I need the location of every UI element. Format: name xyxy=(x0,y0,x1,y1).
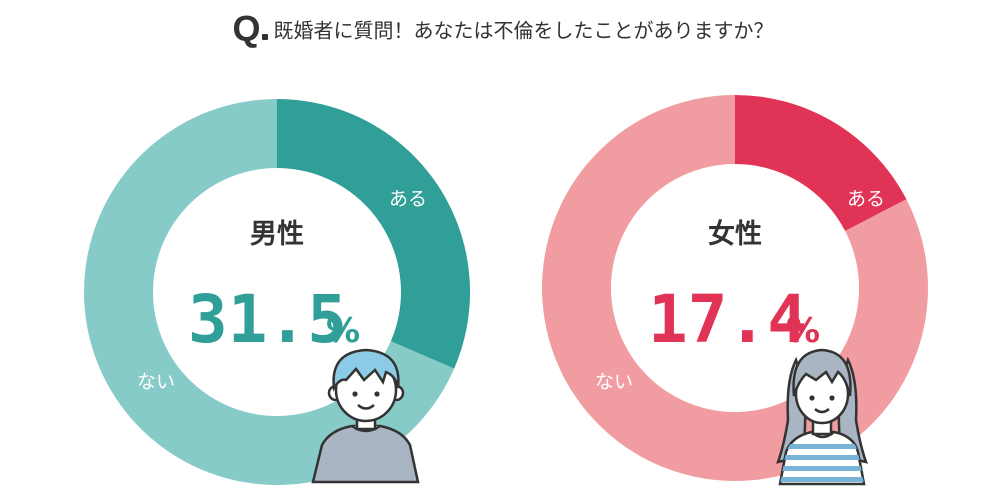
female-slice-yes xyxy=(735,95,907,232)
female-percent-sign: % xyxy=(786,311,820,351)
man-avatar-icon xyxy=(311,348,420,484)
female-chart: ある ない 女性 17.4 % xyxy=(542,95,928,486)
question-text: 既婚者に質問！あなたは不倫をしたことがありますか？ xyxy=(273,18,774,43)
female-percent-value: 17.4 xyxy=(648,281,807,358)
woman-avatar-icon xyxy=(776,348,868,486)
female-gender-label: 女性 xyxy=(708,218,762,250)
male-percent-sign: % xyxy=(326,311,360,351)
male-percent-value: 31.5 xyxy=(188,281,347,358)
male-label-yes: ある xyxy=(389,188,427,210)
chart-title: Q 既婚者に質問！あなたは不倫をしたことがありますか？ xyxy=(0,8,1006,50)
female-label-no: ない xyxy=(595,371,633,393)
male-chart: ある ない 男性 31.5 % xyxy=(84,99,470,485)
male-slice-yes xyxy=(277,99,470,369)
q-mark: Q xyxy=(232,8,261,49)
male-gender-label: 男性 xyxy=(250,219,304,250)
q-dot xyxy=(261,33,268,40)
female-label-yes: ある xyxy=(847,188,885,210)
male-label-no: ない xyxy=(137,371,175,393)
